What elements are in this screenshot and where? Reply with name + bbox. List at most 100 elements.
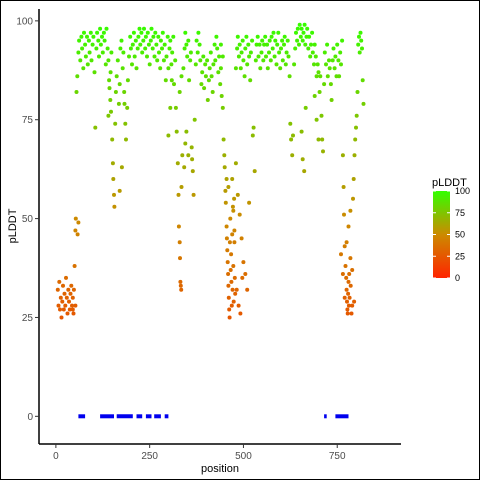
data-point [187,78,192,83]
data-point [184,129,189,134]
data-point [322,50,327,55]
data-point [280,58,285,63]
data-point [243,272,248,276]
data-point [227,240,232,245]
data-point [135,46,140,51]
data-point [297,42,301,47]
data-point [195,50,200,55]
data-point [352,153,357,158]
data-point [161,58,166,63]
data-point [79,34,84,39]
data-point [225,248,230,253]
data-point [152,54,157,59]
data-point [102,38,107,43]
data-point [227,307,232,312]
data-point [177,90,182,94]
data-point [255,34,260,39]
data-point [312,42,317,47]
data-point [88,30,93,35]
data-point [67,307,72,312]
data-point [355,90,360,94]
data-point [166,133,171,138]
data-point [200,70,205,75]
data-point [64,275,68,280]
data-point [171,34,176,39]
data-point [241,260,246,265]
data-point [181,66,186,71]
data-point [194,38,199,43]
data-point [165,34,170,39]
data-point [112,192,116,197]
data-point [206,78,211,83]
data-point [338,50,343,55]
data-point [231,264,236,268]
data-point [248,50,253,55]
data-point [211,62,216,67]
data-point [69,283,74,288]
data-point [330,58,335,63]
data-point [310,50,315,55]
data-point [344,275,349,280]
data-point [178,279,183,284]
data-point [267,38,272,43]
data-point [329,98,334,102]
data-point [179,287,184,292]
data-point [232,228,237,233]
data-point [146,42,151,47]
data-point [226,283,231,288]
data-point [342,212,346,217]
data-point [138,42,143,47]
data-point [357,34,361,39]
data-point [237,42,242,47]
data-point [107,78,112,83]
data-point [295,26,300,31]
y-tick-label: 75 [22,115,34,126]
x-axis-title: position [201,463,239,475]
data-point [218,66,223,71]
data-point [164,54,169,59]
data-point [63,303,68,308]
data-point [322,82,327,87]
data-point [155,58,160,63]
data-point [224,177,229,181]
data-point [345,299,349,304]
y-axis-title: pLDDT [7,208,19,243]
data-point [240,38,245,43]
data-point [176,224,181,229]
data-point [230,232,235,237]
data-point [208,50,213,55]
data-point [190,157,195,162]
data-point [313,54,318,59]
data-point [90,42,95,47]
data-point [158,66,163,71]
data-point [293,46,298,51]
data-point [116,101,121,106]
data-point [228,268,233,272]
data-point [248,78,253,83]
data-point [307,34,312,39]
data-point [186,153,191,158]
data-point [236,303,241,308]
data-point [182,46,187,51]
data-point [184,42,189,47]
data-point [258,66,263,71]
data-point [106,58,111,63]
data-point [104,26,109,31]
data-point [75,74,80,79]
data-point [85,62,90,67]
data-point [210,90,215,94]
data-point [57,279,62,284]
data-point [122,90,127,94]
data-point [265,66,270,71]
data-point [97,54,101,59]
data-point [94,46,99,51]
data-point [80,46,85,51]
data-point [168,105,173,110]
data-point [199,82,204,87]
data-point [336,58,341,63]
data-point [188,58,193,63]
data-point [327,66,332,71]
data-point [67,299,71,304]
data-point [247,200,252,205]
data-point [240,275,245,280]
